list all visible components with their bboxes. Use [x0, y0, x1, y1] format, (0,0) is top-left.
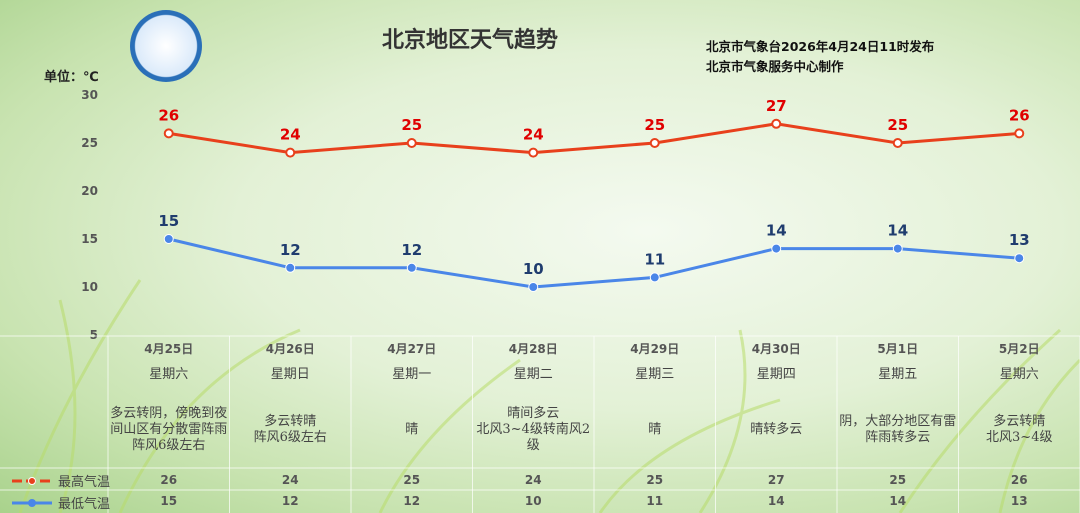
low-temp-cell: 11 — [646, 494, 664, 508]
high-temp-cell: 24 — [524, 473, 542, 487]
y-tick-label: 15 — [81, 232, 98, 246]
unit-label: 单位：℃ — [44, 70, 99, 85]
legend-high: 最高气温 — [10, 471, 110, 490]
weather-cell: 晴 — [648, 422, 662, 437]
data-label: 26 — [1009, 106, 1030, 124]
legend-low: 最低气温 — [10, 493, 110, 512]
data-point — [406, 262, 417, 273]
weather-cell: 多云转晴 阵风6级左右 — [253, 414, 327, 445]
weather-cell: 晴转多云 — [750, 422, 803, 437]
publisher-text: 北京市气象台2026年4月24日11时发布 — [706, 39, 935, 54]
weather-cell: 多云转晴 北风3~4级 — [986, 414, 1053, 445]
data-label: 27 — [766, 97, 787, 115]
data-label: 14 — [766, 222, 787, 240]
date-cell: 4月30日 — [751, 342, 801, 356]
date-cell: 4月29日 — [630, 342, 680, 356]
y-tick-label: 5 — [90, 328, 98, 342]
weekday-cell: 星期三 — [635, 367, 675, 382]
weather-cell: 阴，大部分地区有雷阵雨转多云 — [839, 414, 957, 445]
data-point — [892, 138, 903, 148]
data-point — [1014, 253, 1025, 264]
data-label: 15 — [158, 212, 179, 230]
date-cell: 5月2日 — [998, 342, 1040, 356]
low-temp-cell: 15 — [160, 494, 178, 508]
data-label: 24 — [280, 126, 301, 144]
high-temp-cell: 25 — [646, 473, 664, 487]
data-label: 26 — [158, 106, 179, 124]
data-point — [285, 262, 296, 273]
data-label: 12 — [280, 241, 301, 259]
data-point — [163, 128, 174, 139]
weather-cell: 多云转阴，傍晚到夜间山区有分散雷阵雨 阵风6级左右 — [110, 406, 228, 453]
chart-title: 北京地区天气趋势 — [381, 28, 558, 53]
y-tick-label: 30 — [81, 88, 98, 102]
data-point — [771, 243, 782, 254]
data-point — [649, 138, 660, 148]
weekday-cell: 星期四 — [756, 367, 796, 382]
data-label: 13 — [1009, 231, 1030, 249]
high-temp-cell: 24 — [281, 473, 299, 487]
data-label: 25 — [401, 116, 422, 134]
series-line-high — [168, 122, 1020, 155]
data-point — [163, 234, 174, 244]
data-point — [649, 272, 660, 283]
legend-high-marker-icon — [12, 476, 52, 485]
data-label: 12 — [401, 241, 422, 259]
date-cell: 4月28日 — [508, 342, 558, 356]
weekday-cell: 星期六 — [999, 367, 1039, 382]
data-point — [406, 138, 417, 148]
weekday-cell: 星期日 — [270, 367, 310, 382]
high-temp-cell: 25 — [403, 473, 421, 487]
date-cell: 4月25日 — [144, 342, 194, 356]
y-tick-label: 20 — [81, 184, 98, 198]
high-temp-cell: 26 — [1010, 473, 1028, 487]
high-temp-cell: 27 — [767, 473, 785, 487]
weekday-cell: 星期六 — [149, 367, 189, 382]
low-temp-cell: 14 — [767, 494, 785, 508]
y-tick-label: 25 — [81, 136, 98, 150]
low-temp-cell: 12 — [281, 494, 299, 508]
high-temp-cell: 26 — [160, 473, 178, 487]
date-cell: 5月1日 — [877, 342, 919, 356]
data-point — [528, 147, 539, 158]
data-point — [528, 282, 539, 292]
data-label: 10 — [523, 260, 544, 278]
meteorological-service-logo — [130, 10, 202, 82]
high-temp-cell: 25 — [889, 473, 907, 487]
legend-low-marker-icon — [12, 498, 52, 507]
weekday-cell: 星期五 — [878, 367, 918, 382]
data-point — [1014, 128, 1025, 139]
data-point — [285, 147, 296, 158]
data-label: 25 — [887, 116, 908, 134]
weekday-cell: 星期一 — [392, 367, 432, 382]
weekday-cell: 星期二 — [513, 367, 553, 382]
low-temp-cell: 12 — [403, 494, 421, 508]
weather-cell: 晴间多云 北风3~4级转南风2级 — [476, 406, 591, 453]
low-temp-cell: 14 — [889, 494, 907, 508]
data-label: 24 — [523, 126, 544, 144]
series-line-low — [168, 237, 1020, 289]
y-tick-label: 10 — [81, 280, 98, 294]
data-point — [771, 118, 782, 129]
data-point — [892, 243, 903, 254]
date-cell: 4月26日 — [265, 342, 315, 356]
low-temp-cell: 13 — [1010, 494, 1028, 508]
low-temp-cell: 10 — [524, 494, 542, 508]
weather-cell: 晴 — [405, 422, 419, 437]
data-label: 25 — [644, 116, 665, 134]
data-label: 11 — [644, 250, 665, 268]
date-cell: 4月27日 — [387, 342, 437, 356]
producer-text: 北京市气象服务中心制作 — [706, 59, 844, 74]
data-label: 14 — [887, 222, 908, 240]
